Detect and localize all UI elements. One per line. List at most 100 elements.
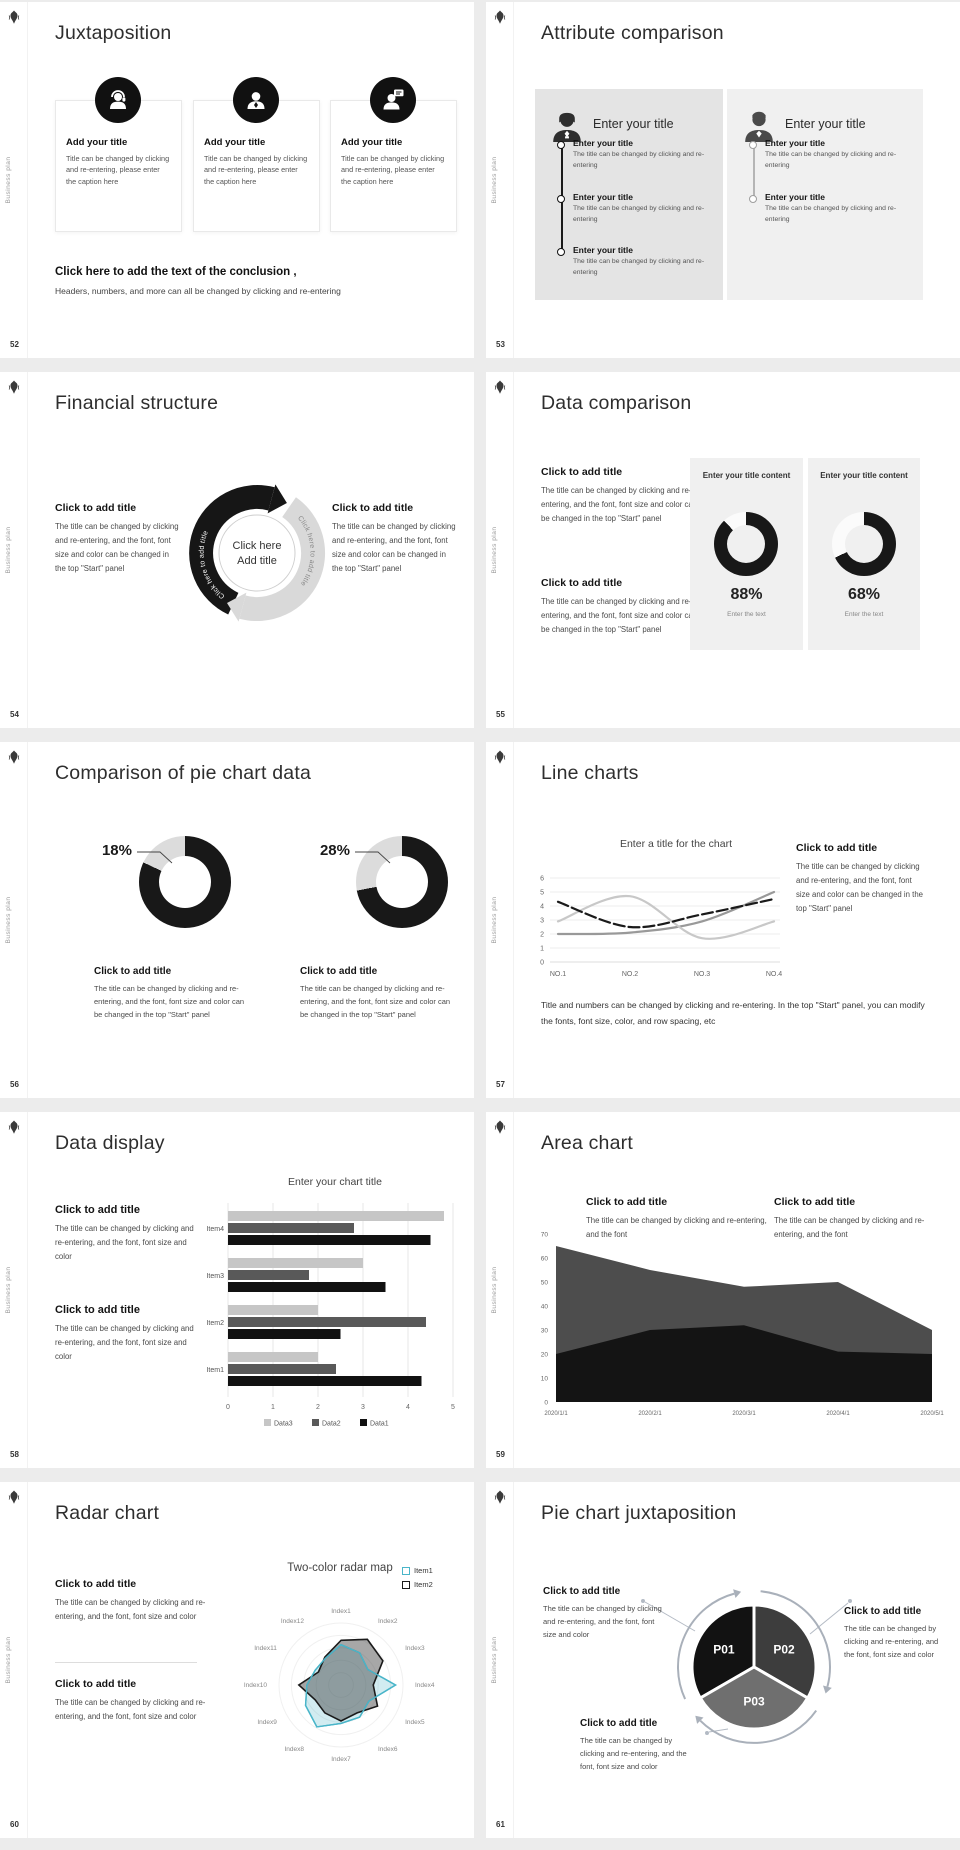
svg-text:Index9: Index9 — [257, 1719, 277, 1726]
chart-title: Enter your chart title — [288, 1176, 382, 1188]
legend-swatch-item2 — [402, 1580, 410, 1589]
slide-thumbnail-54[interactable]: Business plan Financial structure 54 Cli… — [0, 372, 474, 728]
timeline-node — [749, 141, 757, 149]
comparison-panel-left: Enter your title Enter your title The ti… — [535, 89, 723, 300]
donut-chart — [139, 836, 231, 928]
slide-thumbnail-59[interactable]: Business plan Area chart 59 0 10 20 30 40 50 6… — [486, 1112, 960, 1468]
kpi-percent: 88% — [730, 586, 763, 603]
card-title: Add your title — [66, 137, 128, 148]
block-heading: Click to add title — [55, 1678, 137, 1690]
arrowhead-icon — [823, 1685, 832, 1694]
block-heading: Click to add title — [543, 1586, 621, 1597]
svg-text:0: 0 — [226, 1404, 230, 1411]
block-heading: Click to add title — [774, 1196, 856, 1208]
svg-text:3: 3 — [361, 1404, 365, 1411]
sidebar-brand-label: Business plan — [5, 156, 12, 204]
chart-title: Two-color radar map — [287, 1562, 393, 1574]
cycle-arrows-diagram: Click here to add title Click here to ad… — [189, 484, 326, 622]
block-body: The title can be changed by clicking and… — [543, 1604, 662, 1639]
timeline-item-caption: The title can be changed by clicking and… — [765, 151, 897, 169]
block-body: The title can be changed by clicking and… — [586, 1216, 767, 1240]
block-body: The title can be changed by clicking and… — [844, 1624, 939, 1659]
block-heading: Click to add title — [300, 966, 378, 977]
block-heading: Click to add title — [586, 1196, 668, 1208]
card-title: Add your title — [341, 137, 403, 148]
text-block: Click to add title The title can be chan… — [300, 966, 458, 1021]
text-block: Click to add title The title can be chan… — [580, 1718, 698, 1773]
svg-text:Index12: Index12 — [281, 1618, 305, 1625]
svg-text:0: 0 — [540, 960, 544, 967]
svg-text:NO.4: NO.4 — [766, 971, 782, 978]
legend-label: Item1 — [414, 1566, 433, 1575]
timeline-line — [753, 145, 755, 199]
donut-chart — [356, 836, 448, 928]
sidebar-brand-label: Business plan — [491, 156, 498, 204]
slide-title: Radar chart — [55, 1502, 160, 1524]
svg-text:1: 1 — [271, 1404, 275, 1411]
block-heading: Click to add title — [94, 966, 172, 977]
slide-thumbnail-55[interactable]: Business plan Data comparison 55 Click t… — [486, 372, 960, 728]
slide-thumbnail-56[interactable]: Business plan Comparison of pie chart da… — [0, 742, 474, 1098]
text-block: Click to add title The title can be chan… — [586, 1196, 771, 1242]
svg-text:60: 60 — [541, 1256, 549, 1263]
timeline-item-caption: The title can be changed by clicking and… — [573, 205, 705, 223]
sidebar-divider — [27, 1112, 28, 1468]
donut-chart — [714, 512, 778, 576]
area-chart: 0 10 20 30 40 50 60 70 2020/1/1 2020/2/1 2020/3/1 2… — [541, 1232, 945, 1418]
svg-text:Item4: Item4 — [206, 1226, 224, 1233]
slide-title: Attribute comparison — [541, 22, 724, 44]
card-caption: Title can be changed by clicking and re-… — [66, 154, 170, 186]
sidebar-divider — [513, 2, 514, 358]
svg-text:5: 5 — [540, 890, 544, 897]
svg-text:10: 10 — [541, 1376, 549, 1383]
svg-text:40: 40 — [541, 1304, 549, 1311]
arrowhead-icon — [733, 1589, 742, 1598]
slide-thumbnail-58[interactable]: Business plan Data display 58 Click to a… — [0, 1112, 474, 1468]
block-heading: Click to add title — [55, 1204, 140, 1216]
svg-text:Item3: Item3 — [206, 1273, 224, 1280]
arrowhead-icon — [267, 484, 287, 514]
slide-thumbnail-61[interactable]: Business plan Pie chart juxtaposition 61… — [486, 1482, 960, 1838]
block-body: The title can be changed by clicking and… — [332, 522, 456, 574]
panel-heading: Enter your title — [785, 117, 866, 131]
svg-text:Index4: Index4 — [415, 1682, 435, 1689]
kpi-panel: Enter your title content 68% Enter the t… — [808, 458, 920, 650]
kpi-heading: Enter your title content — [702, 471, 791, 480]
donut-chart — [832, 512, 896, 576]
slide-footer-text: Title and numbers can be changed by clic… — [541, 1000, 925, 1027]
slide-number: 59 — [496, 1450, 505, 1459]
sidebar-brand-label: Business plan — [491, 1266, 498, 1314]
timeline-node — [557, 195, 565, 203]
block-body: The title can be changed by clicking and… — [580, 1736, 687, 1771]
emblem-icon — [8, 1490, 20, 1504]
person-chat-icon — [370, 77, 416, 123]
svg-text:Index5: Index5 — [405, 1719, 425, 1726]
timeline-item-title: Enter your title — [765, 138, 825, 148]
line-chart: 0 1 2 3 4 5 6 NO.1 NO.2 NO.3 NO.4 — [540, 876, 782, 979]
block-body: The title can be changed by clicking and… — [55, 1698, 206, 1721]
svg-text:20: 20 — [541, 1352, 549, 1359]
sidebar-divider — [27, 2, 28, 358]
emblem-icon — [494, 1120, 506, 1134]
text-block: Click to add title The title can be chan… — [774, 1196, 952, 1242]
emblem-icon — [494, 750, 506, 764]
svg-text:NO.3: NO.3 — [694, 971, 710, 978]
slide-thumbnail-52[interactable]: Business plan Juxtaposition 52 Add your … — [0, 2, 474, 358]
svg-text:Index3: Index3 — [405, 1645, 425, 1652]
comparison-panel-right: Enter your title Enter your title The ti… — [727, 89, 923, 300]
slide-thumbnail-60[interactable]: Business plan Radar chart 60 Click to ad… — [0, 1482, 474, 1838]
svg-text:2020/1/1: 2020/1/1 — [544, 1411, 568, 1417]
svg-text:2: 2 — [540, 932, 544, 939]
card-caption: Title can be changed by clicking and re-… — [204, 154, 308, 186]
svg-text:Data1: Data1 — [370, 1421, 389, 1428]
svg-text:3: 3 — [540, 918, 544, 925]
block-body: The title can be changed by clicking and… — [55, 522, 179, 574]
svg-text:Item2: Item2 — [206, 1320, 224, 1327]
svg-text:1: 1 — [540, 946, 544, 953]
slide-thumbnail-57[interactable]: Business plan Line charts 57 Enter a tit… — [486, 742, 960, 1098]
sidebar-divider — [27, 742, 28, 1098]
donut-hole — [727, 525, 765, 563]
svg-text:5: 5 — [451, 1404, 455, 1411]
slide-thumbnail-53[interactable]: Business plan Attribute comparison 53 En… — [486, 2, 960, 358]
